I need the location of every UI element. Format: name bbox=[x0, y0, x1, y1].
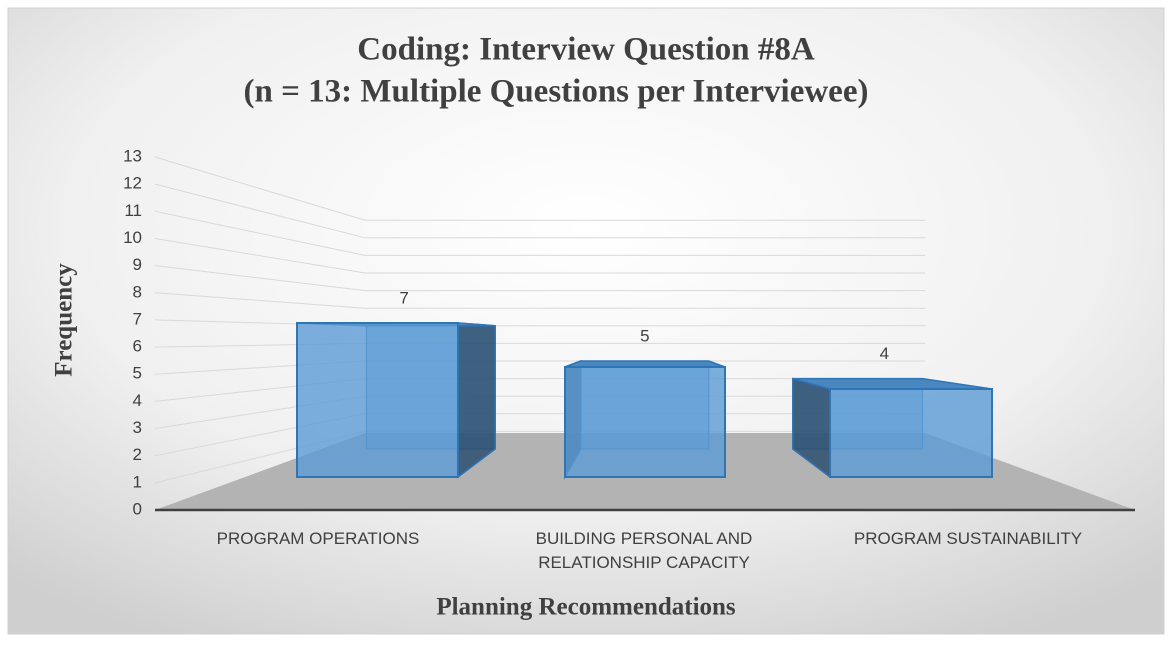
data-label: 4 bbox=[880, 344, 889, 363]
y-axis-label: Frequency bbox=[51, 263, 78, 377]
grid-line bbox=[154, 183, 925, 239]
y-tick-label: 7 bbox=[133, 309, 142, 328]
grid-line bbox=[154, 292, 925, 309]
y-tick-label: 1 bbox=[133, 472, 142, 491]
grid-line bbox=[154, 265, 925, 292]
y-tick-label: 10 bbox=[123, 228, 142, 247]
x-tick-label: BUILDING PERSONAL AND RELATIONSHIP CAPAC… bbox=[535, 529, 753, 572]
bar bbox=[564, 366, 726, 478]
grid-line bbox=[154, 156, 925, 221]
y-tick-label: 9 bbox=[133, 255, 142, 274]
y-tick-label: 8 bbox=[133, 282, 142, 301]
x-tick-label: PROGRAM OPERATIONS bbox=[216, 529, 420, 548]
y-tick-label: 2 bbox=[133, 445, 142, 464]
bar-side bbox=[457, 322, 496, 479]
grid-line bbox=[154, 237, 925, 274]
x-tick-label: PROGRAM SUSTAINABILITY bbox=[853, 529, 1083, 548]
y-tick-label: 12 bbox=[123, 174, 142, 193]
grid-line bbox=[154, 210, 925, 256]
y-tick-label: 6 bbox=[133, 337, 142, 356]
y-tick-label: 4 bbox=[133, 391, 142, 410]
y-tick-label: 0 bbox=[133, 499, 142, 518]
bar bbox=[829, 388, 993, 478]
x-axis-label: Planning Recommendations bbox=[436, 594, 736, 621]
data-label: 5 bbox=[640, 326, 649, 345]
data-label: 7 bbox=[399, 288, 408, 307]
y-tick-label: 13 bbox=[123, 146, 142, 165]
chart-title: Coding: Interview Question #8A bbox=[357, 32, 815, 68]
chart-subtitle: (n = 13: Multiple Questions per Intervie… bbox=[244, 74, 869, 110]
y-tick-label: 11 bbox=[124, 201, 142, 220]
y-tick-label: 3 bbox=[133, 418, 142, 437]
bar bbox=[296, 322, 459, 478]
y-tick-label: 5 bbox=[133, 364, 142, 383]
